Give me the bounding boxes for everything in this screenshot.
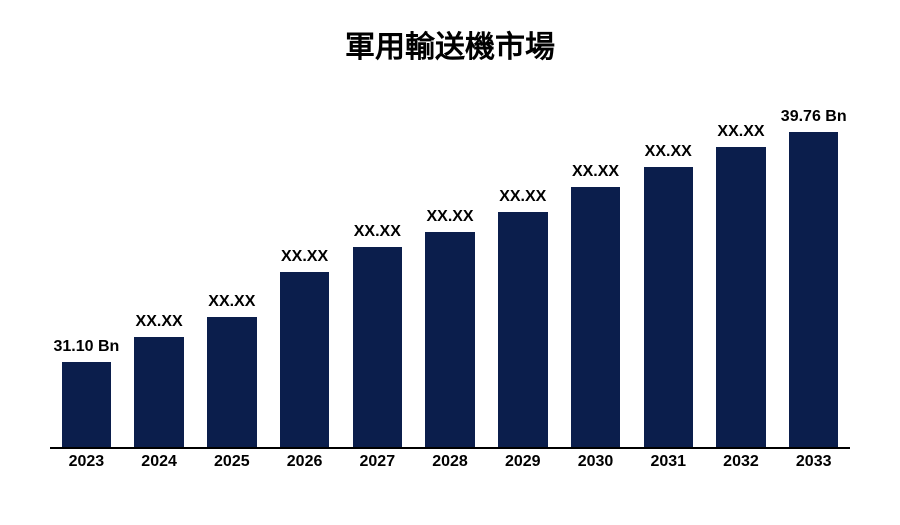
bar-value-label: XX.XX bbox=[354, 223, 401, 241]
bar bbox=[62, 362, 111, 447]
x-axis-label: 2029 bbox=[486, 453, 559, 475]
x-axis-label: 2031 bbox=[632, 453, 705, 475]
x-axis-label: 2023 bbox=[50, 453, 123, 475]
x-axis-label: 2026 bbox=[268, 453, 341, 475]
bar-group: XX.XX bbox=[268, 100, 341, 447]
bar-group: 31.10 Bn bbox=[50, 100, 123, 447]
bar bbox=[280, 272, 329, 447]
x-axis-label: 2030 bbox=[559, 453, 632, 475]
bar-value-label: XX.XX bbox=[136, 313, 183, 331]
bar-group: XX.XX bbox=[486, 100, 559, 447]
bar-value-label: XX.XX bbox=[572, 163, 619, 181]
bar-group: XX.XX bbox=[559, 100, 632, 447]
x-axis-label: 2032 bbox=[705, 453, 778, 475]
bar bbox=[644, 167, 693, 447]
bar bbox=[716, 147, 765, 447]
bar-group: XX.XX bbox=[705, 100, 778, 447]
bars-container: 31.10 Bn XX.XX XX.XX XX.XX XX.XX XX.XX XX.XX XX… bbox=[50, 100, 850, 447]
bar-value-label: XX.XX bbox=[426, 208, 473, 226]
bar-value-label: 39.76 Bn bbox=[781, 108, 847, 126]
bar bbox=[353, 247, 402, 447]
x-axis-baseline bbox=[50, 447, 850, 449]
bar-group: 39.76 Bn bbox=[777, 100, 850, 447]
x-axis-label: 2033 bbox=[777, 453, 850, 475]
bar bbox=[134, 337, 183, 447]
bar-value-label: XX.XX bbox=[645, 143, 692, 161]
bar-value-label: XX.XX bbox=[717, 123, 764, 141]
bar bbox=[789, 132, 838, 447]
x-axis-label: 2024 bbox=[123, 453, 196, 475]
x-axis-label: 2027 bbox=[341, 453, 414, 475]
bar-value-label: XX.XX bbox=[208, 293, 255, 311]
bar-group: XX.XX bbox=[341, 100, 414, 447]
bar bbox=[571, 187, 620, 447]
bar bbox=[425, 232, 474, 447]
bar-group: XX.XX bbox=[195, 100, 268, 447]
chart-title: 軍用輸送機市場 bbox=[0, 22, 900, 66]
bar-value-label: XX.XX bbox=[281, 248, 328, 266]
bar-group: XX.XX bbox=[123, 100, 196, 447]
bar-group: XX.XX bbox=[632, 100, 705, 447]
x-axis-label: 2028 bbox=[414, 453, 487, 475]
bar bbox=[498, 212, 547, 447]
chart-area: 31.10 Bn XX.XX XX.XX XX.XX XX.XX XX.XX XX.XX XX… bbox=[50, 100, 850, 475]
bar-group: XX.XX bbox=[414, 100, 487, 447]
x-axis-labels: 2023202420252026202720282029203020312032… bbox=[50, 453, 850, 475]
bar bbox=[207, 317, 256, 447]
x-axis-label: 2025 bbox=[195, 453, 268, 475]
bar-value-label: 31.10 Bn bbox=[53, 338, 119, 356]
bar-value-label: XX.XX bbox=[499, 188, 546, 206]
